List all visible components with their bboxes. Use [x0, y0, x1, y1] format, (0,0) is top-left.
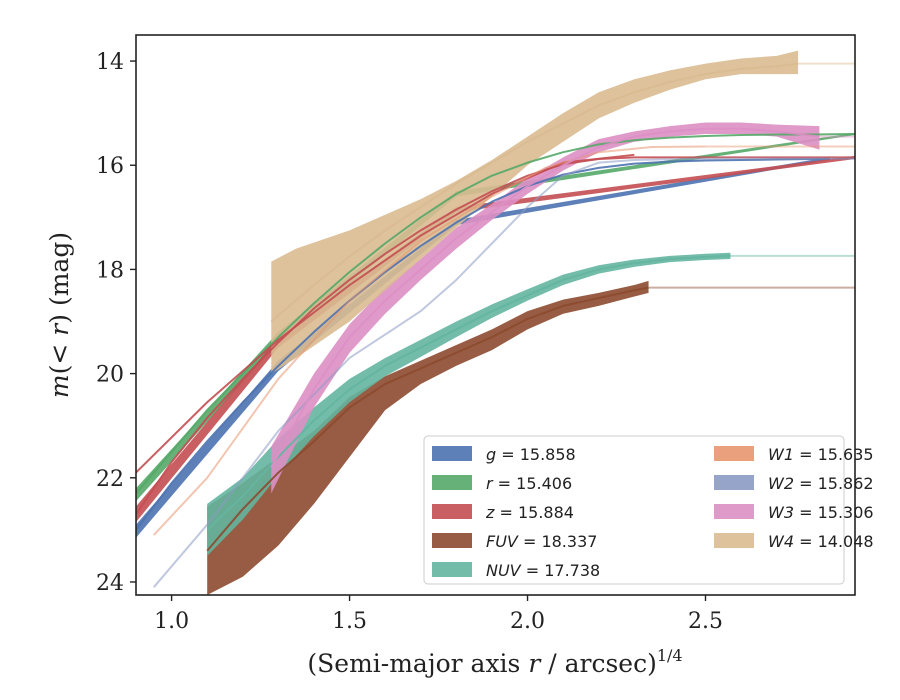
series-w4-line: [270, 62, 799, 323]
y-tick-label: 24: [96, 571, 124, 596]
x-tick-label: 2.5: [688, 609, 723, 634]
series-g-line: [136, 157, 831, 531]
legend-entry: r = 15.406: [486, 474, 572, 493]
legend-entry: W3 = 15.306: [768, 503, 874, 522]
series-fuv-band: [207, 280, 649, 595]
legend-swatch: [714, 504, 754, 519]
x-axis-ticks: 1.0 1.5 2.0 2.5: [154, 595, 723, 634]
legend-swatch: [714, 475, 754, 490]
y-tick-label: 20: [96, 363, 124, 388]
x-tick-label: 2.0: [510, 609, 545, 634]
series-w1-line: [153, 145, 706, 536]
legend-swatch: [432, 504, 472, 519]
series-w3-line: [270, 127, 820, 468]
legend: g = 15.858 r = 15.406 z = 15.884 FUV = 18.3…: [423, 435, 874, 585]
legend-entry: NUV = 17.738: [486, 561, 600, 580]
series-z-outer-line: [136, 153, 635, 474]
series-z-line: [136, 156, 855, 515]
legend-entry: z = 15.884: [485, 503, 574, 522]
y-tick-label: 16: [96, 154, 124, 179]
y-axis-ticks: 14 16 18 20 22 24: [96, 50, 136, 596]
y-axis-label: m(< r) (mag): [45, 232, 74, 398]
legend-entry: g = 15.858: [486, 445, 576, 464]
legend-entry: FUV = 18.337: [486, 532, 597, 551]
series-fuv-line: [206, 286, 649, 552]
x-tick-label: 1.5: [332, 609, 367, 634]
series-nuv-line: [206, 254, 731, 531]
x-axis-label: (Semi-major axis r / arcsec)1/4: [307, 646, 682, 678]
legend-swatch: [432, 533, 472, 548]
x-tick-label: 1.0: [154, 609, 189, 634]
series-w3-band: [271, 122, 820, 494]
legend-swatch: [432, 475, 472, 490]
y-tick-label: 18: [96, 258, 124, 283]
y-tick-label: 14: [96, 50, 124, 75]
plot-frame: [135, 34, 856, 596]
series-w2-line: [153, 157, 706, 588]
legend-swatch: [714, 446, 754, 461]
legend-entry: W4 = 14.048: [768, 532, 874, 551]
legend-swatch: [432, 562, 472, 577]
legend-swatch: [714, 533, 754, 548]
legend-swatch: [432, 446, 472, 461]
series-lines: [136, 62, 855, 588]
legend-entry: W1 = 15.635: [768, 445, 874, 464]
legend-entry: W2 = 15.862: [768, 474, 874, 493]
y-tick-label: 22: [96, 467, 124, 492]
